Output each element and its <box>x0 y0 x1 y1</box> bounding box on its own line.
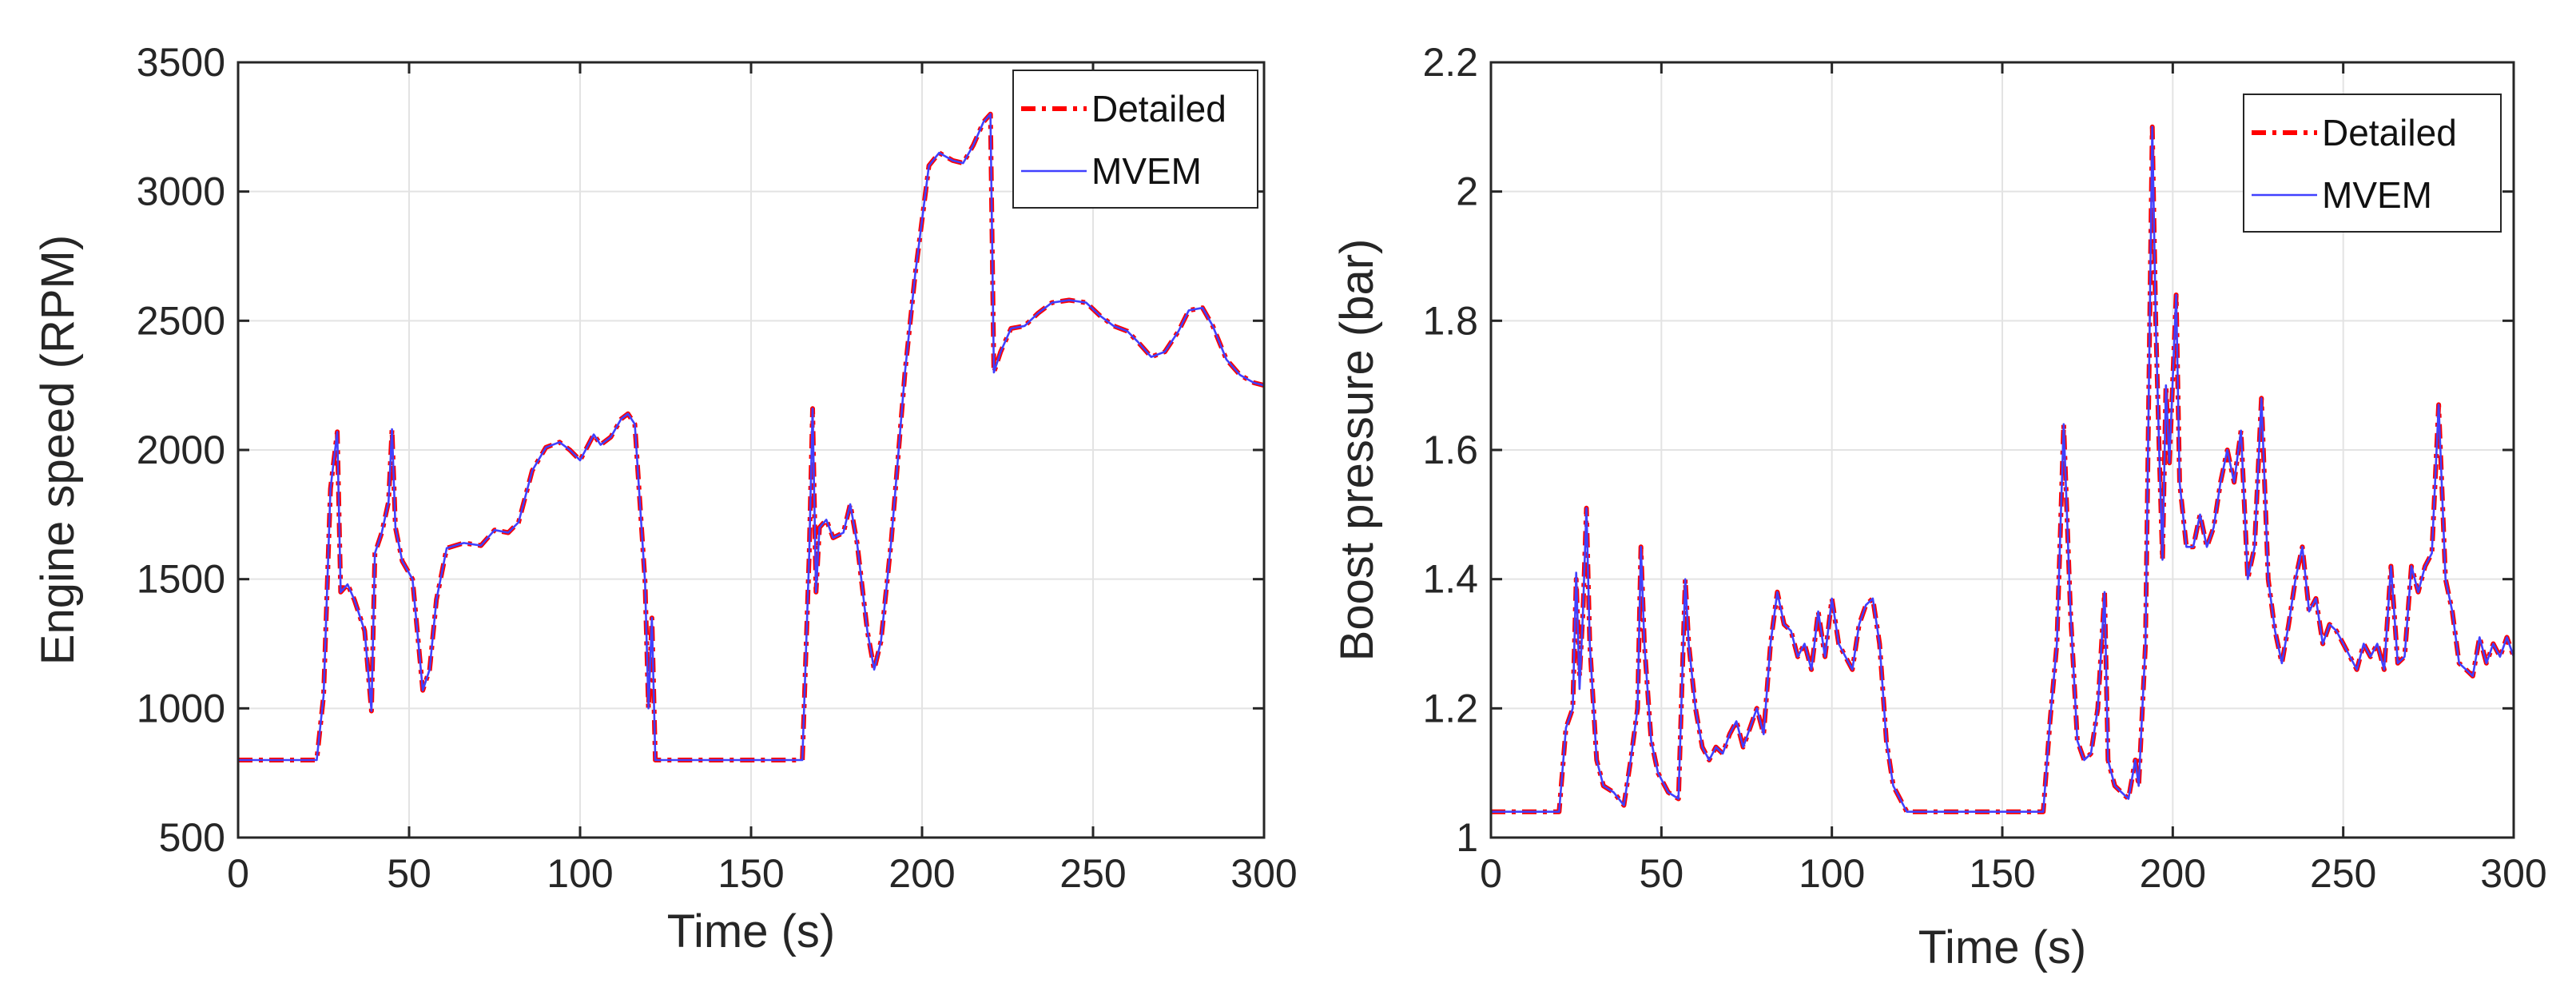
y-tick-label: 3500 <box>137 40 225 85</box>
y-tick-label: 1.8 <box>1422 298 1478 343</box>
x-tick-label: 300 <box>2480 851 2546 896</box>
y-tick-label: 2.2 <box>1422 40 1478 85</box>
series-line-mvem <box>1491 125 2515 813</box>
legend-label-mvem: MVEM <box>1091 150 1202 192</box>
y-tick-label: 2500 <box>137 298 225 343</box>
y-tick-label: 1500 <box>137 557 225 602</box>
x-tick-label: 200 <box>888 851 955 896</box>
x-tick-label: 100 <box>1799 851 1865 896</box>
x-tick-label: 200 <box>2140 851 2206 896</box>
y-axis-label: Engine speed (RPM) <box>32 235 84 665</box>
y-tick-label: 1.6 <box>1422 428 1478 472</box>
y-tick-label: 3000 <box>137 169 225 214</box>
legend-box <box>2243 94 2502 233</box>
legend-label-detailed: Detailed <box>2322 112 2457 153</box>
y-tick-label: 2 <box>1456 169 1478 214</box>
right-chart: 0 50 100 150 200 250 300 1 1.2 1.4 1.6 1.8 2 2.2 Time … <box>1331 40 2547 973</box>
y-tick-label: 1.2 <box>1422 686 1478 730</box>
legend: Detailed MVEM <box>1012 70 1258 209</box>
y-axis-label: Boost pressure (bar) <box>1331 239 1383 662</box>
y-tick-label: 1.4 <box>1422 557 1478 602</box>
x-tick-label: 300 <box>1230 851 1297 896</box>
legend: Detailed MVEM <box>2243 94 2502 233</box>
y-tick-label: 2000 <box>137 428 225 472</box>
x-tick-label: 100 <box>547 851 613 896</box>
legend-label-mvem: MVEM <box>2322 174 2432 216</box>
legend-box <box>1012 70 1258 209</box>
x-tick-label: 250 <box>2310 851 2376 896</box>
legend-label-detailed: Detailed <box>1091 88 1226 129</box>
x-axis-label: Time (s) <box>1918 921 2086 973</box>
x-tick-label: 150 <box>1969 851 2035 896</box>
x-tick-label: 150 <box>718 851 784 896</box>
x-tick-label: 250 <box>1059 851 1126 896</box>
y-tick-label: 500 <box>159 815 225 860</box>
y-tick-label: 1 <box>1456 815 1478 860</box>
series-line-mvem <box>238 113 1265 762</box>
left-chart: 0 50 100 150 200 250 300 500 1000 1500 2000 2500 300… <box>32 40 1298 957</box>
x-tick-label: 50 <box>387 851 431 896</box>
x-tick-label: 0 <box>227 851 249 896</box>
x-tick-label: 0 <box>1480 851 1502 896</box>
y-tick-label: 1000 <box>137 686 225 730</box>
x-tick-label: 50 <box>1640 851 1684 896</box>
x-axis-label: Time (s) <box>667 905 835 957</box>
